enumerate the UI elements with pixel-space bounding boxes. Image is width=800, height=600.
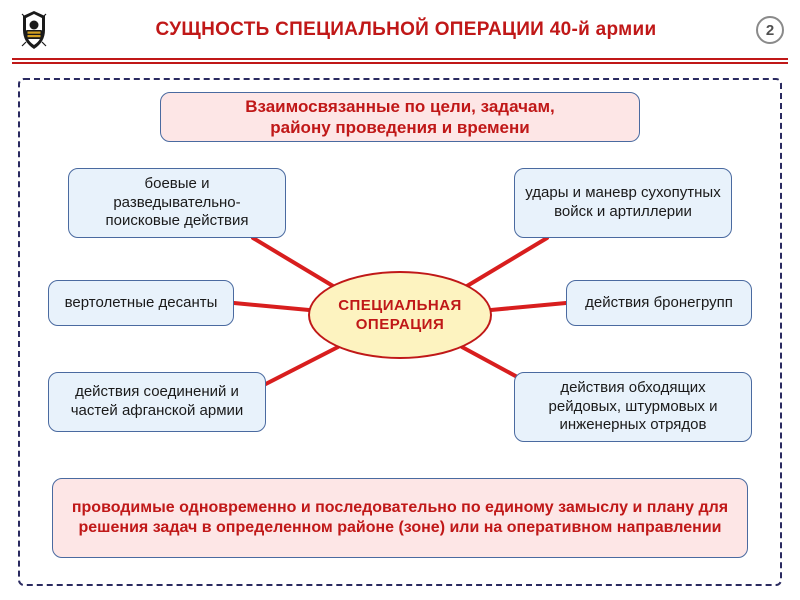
node-top-left: боевые и разведывательно-поисковые дейст… xyxy=(68,168,286,238)
page-number: 2 xyxy=(756,16,784,44)
top-line2: району проведения и времени xyxy=(245,117,555,138)
page-title: СУЩНОСТЬ СПЕЦИАЛЬНОЙ ОПЕРАЦИИ 40-й армии xyxy=(56,19,756,41)
top-line1: Взаимосвязанные по цели, задачам, xyxy=(245,96,555,117)
bottom-context-box: проводимые одновременно и последовательн… xyxy=(52,478,748,558)
node-mid-right: действия бронегрупп xyxy=(566,280,752,326)
node-mid-left: вертолетные десанты xyxy=(48,280,234,326)
node-top-right: удары и маневр сухопутных войск и артилл… xyxy=(514,168,732,238)
oval-l2: ОПЕРАЦИЯ xyxy=(338,315,462,335)
node-bot-left: действия соединений и частей афганской а… xyxy=(48,372,266,432)
center-oval: СПЕЦИАЛЬНАЯ ОПЕРАЦИЯ xyxy=(308,271,492,359)
top-context-box: Взаимосвязанные по цели, задачам, району… xyxy=(160,92,640,142)
header-rule xyxy=(12,58,788,64)
oval-l1: СПЕЦИАЛЬНАЯ xyxy=(338,296,462,316)
node-bot-right: действия обходящих рейдовых, штурмовых и… xyxy=(514,372,752,442)
emblem-icon xyxy=(12,8,56,52)
header: СУЩНОСТЬ СПЕЦИАЛЬНОЙ ОПЕРАЦИИ 40-й армии… xyxy=(0,0,800,56)
